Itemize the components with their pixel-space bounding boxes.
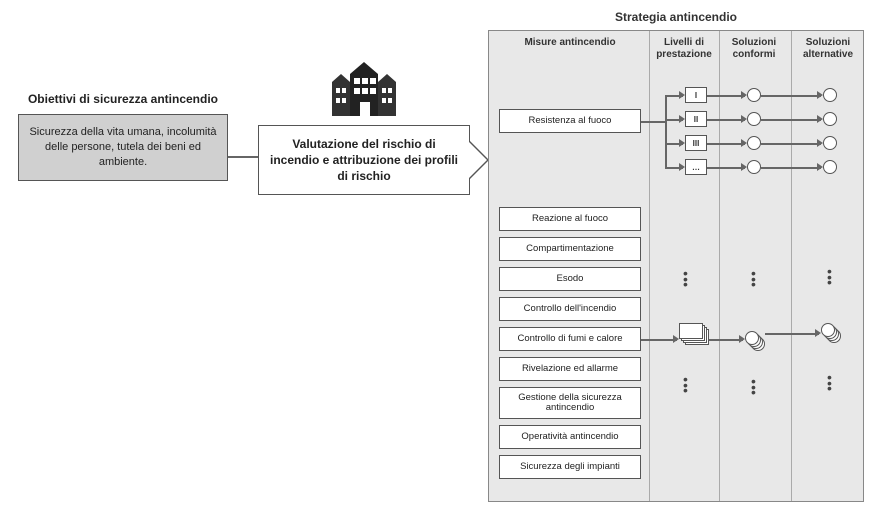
vertical-ellipsis-icon: ••• — [751, 379, 756, 396]
connector-line — [709, 339, 743, 341]
connector-line — [707, 119, 745, 121]
objectives-body: Sicurezza della vita umana, incolumità d… — [18, 114, 228, 181]
solution-circle — [823, 160, 837, 174]
solution-stack — [821, 323, 841, 343]
vertical-ellipsis-icon: ••• — [683, 377, 688, 394]
objectives-arrow — [228, 156, 258, 158]
arrowhead-icon — [673, 335, 679, 343]
level-box: I — [685, 87, 707, 103]
measure-box: Rivelazione ed allarme — [499, 357, 641, 381]
vertical-ellipsis-icon: ••• — [827, 269, 832, 286]
level-box: … — [685, 159, 707, 175]
measure-box: Controllo di fumi e calore — [499, 327, 641, 351]
measure-box: Reazione al fuoco — [499, 207, 641, 231]
column-divider — [791, 31, 792, 501]
solution-circle — [823, 88, 837, 102]
col-header-measures: Misure antincendio — [499, 37, 641, 49]
level-stack — [679, 323, 709, 345]
solution-circle — [747, 136, 761, 150]
solution-circle — [747, 160, 761, 174]
measure-box: Resistenza al fuoco — [499, 109, 641, 133]
solution-circle — [823, 112, 837, 126]
vertical-ellipsis-icon: ••• — [827, 375, 832, 392]
solution-circle — [747, 88, 761, 102]
vertical-ellipsis-icon: ••• — [751, 271, 756, 288]
objectives-title: Obiettivi di sicurezza antincendio — [18, 92, 228, 106]
level-box: III — [685, 135, 707, 151]
level-box: II — [685, 111, 707, 127]
column-divider — [719, 31, 720, 501]
objectives-block: Obiettivi di sicurezza antincendio Sicur… — [18, 92, 228, 181]
vertical-ellipsis-icon: ••• — [683, 271, 688, 288]
connector-line — [707, 167, 745, 169]
connector-line — [707, 95, 745, 97]
col-header-alternative: Soluzioni alternative — [795, 37, 861, 61]
solution-circle — [747, 112, 761, 126]
connector-line — [665, 95, 667, 167]
building-icon — [330, 60, 398, 118]
col-header-conforming: Soluzioni conformi — [721, 37, 787, 61]
solution-stack — [745, 331, 765, 351]
measure-box: Gestione della sicurezza antincendio — [499, 387, 641, 419]
strategy-panel: Misure antincendio Livelli di prestazione… — [488, 30, 864, 502]
measure-box: Compartimentazione — [499, 237, 641, 261]
connector-line — [761, 167, 821, 169]
strategy-title: Strategia antincendio — [488, 10, 864, 24]
measure-box: Controllo dell'incendio — [499, 297, 641, 321]
measure-box: Sicurezza degli impianti — [499, 455, 641, 479]
connector-line — [707, 143, 745, 145]
arrowhead-icon — [815, 329, 821, 337]
connector-line — [761, 119, 821, 121]
connector-line — [641, 121, 665, 123]
connector-line — [641, 339, 677, 341]
measure-box: Esodo — [499, 267, 641, 291]
connector-line — [765, 333, 819, 335]
measure-box: Operatività antincendio — [499, 425, 641, 449]
connector-line — [761, 95, 821, 97]
evaluation-label: Valutazione del rischio di incendio e at… — [269, 136, 459, 185]
connector-line — [761, 143, 821, 145]
col-header-levels: Livelli di prestazione — [653, 37, 715, 61]
evaluation-box: Valutazione del rischio di incendio e at… — [258, 125, 470, 195]
solution-circle — [823, 136, 837, 150]
arrowhead-icon — [739, 335, 745, 343]
column-divider — [649, 31, 650, 501]
